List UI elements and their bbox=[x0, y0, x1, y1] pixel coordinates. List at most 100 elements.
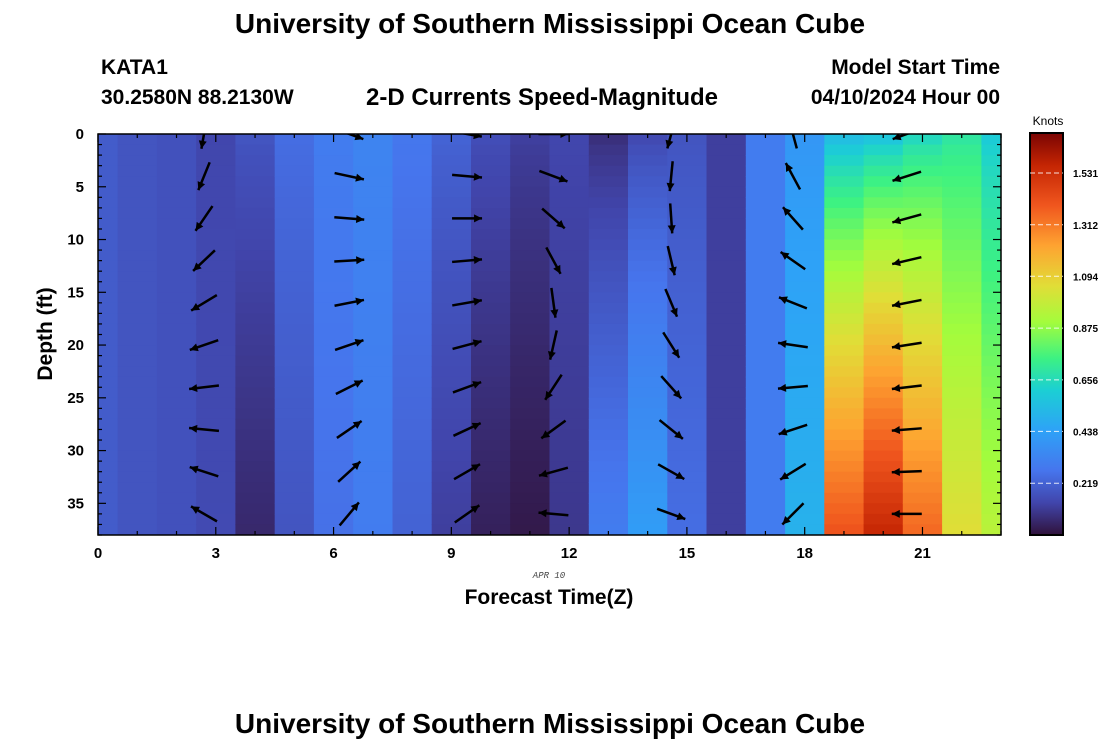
heatmap-cell bbox=[235, 492, 276, 504]
heatmap-cell bbox=[353, 176, 394, 188]
heatmap-cell bbox=[117, 271, 158, 283]
heatmap-cell bbox=[98, 408, 119, 420]
heatmap-cell bbox=[902, 418, 943, 431]
heatmap-cell bbox=[431, 239, 472, 251]
heatmap-cell bbox=[667, 302, 708, 314]
heatmap-cell bbox=[156, 218, 197, 230]
heatmap-cell bbox=[117, 450, 158, 462]
heatmap-cell bbox=[667, 250, 708, 262]
current-vector bbox=[453, 463, 481, 481]
heatmap-cell bbox=[863, 387, 904, 399]
heatmap-cell bbox=[902, 471, 943, 483]
current-vector bbox=[666, 161, 675, 192]
heatmap-cell bbox=[98, 271, 119, 283]
heatmap-cell bbox=[392, 165, 433, 177]
heatmap-cell bbox=[549, 186, 590, 198]
heatmap-cell bbox=[353, 376, 394, 388]
heatmap-cell bbox=[863, 292, 904, 304]
heatmap-cell bbox=[785, 376, 825, 388]
heatmap-cell bbox=[510, 323, 551, 336]
heatmap-cell bbox=[942, 313, 982, 325]
heatmap-cell bbox=[667, 144, 708, 156]
heatmap-cell bbox=[117, 429, 158, 441]
heatmap-cell bbox=[313, 176, 354, 188]
heatmap-cell bbox=[431, 429, 472, 441]
heatmap-cell bbox=[431, 355, 472, 367]
heatmap-cell bbox=[274, 176, 315, 188]
heatmap-cell bbox=[353, 250, 394, 262]
heatmap-cell bbox=[471, 155, 511, 167]
heatmap-cell bbox=[588, 471, 629, 483]
heatmap-cell bbox=[824, 144, 865, 156]
heatmap-cell bbox=[981, 229, 1001, 241]
heatmap-cell bbox=[471, 450, 511, 462]
heatmap-cell bbox=[510, 503, 551, 515]
heatmap-cell bbox=[824, 366, 865, 378]
heatmap-cell bbox=[902, 229, 943, 241]
heatmap-cell bbox=[98, 218, 119, 230]
heatmap-cell bbox=[117, 197, 158, 209]
current-vector bbox=[197, 161, 211, 191]
heatmap-cell bbox=[196, 408, 237, 420]
heatmap-cell bbox=[667, 218, 708, 230]
heatmap-cell bbox=[196, 239, 237, 251]
heatmap-cell bbox=[431, 218, 472, 230]
heatmap-cell bbox=[392, 313, 433, 325]
heatmap-cell bbox=[863, 313, 904, 325]
current-vector bbox=[334, 171, 365, 182]
heatmap-cell bbox=[981, 345, 1001, 357]
heatmap-cell bbox=[942, 155, 982, 167]
heatmap-cell bbox=[431, 482, 472, 494]
heatmap-cell bbox=[353, 513, 394, 526]
heatmap-cell bbox=[431, 471, 472, 483]
heatmap-cell bbox=[981, 482, 1001, 494]
heatmap-cell bbox=[353, 229, 394, 241]
heatmap-cell bbox=[235, 366, 276, 378]
heatmap-cell bbox=[824, 524, 865, 535]
heatmap-cell bbox=[392, 334, 433, 346]
heatmap-cell bbox=[274, 165, 315, 177]
heatmap-cell bbox=[156, 492, 197, 504]
heatmap-cell bbox=[235, 482, 276, 494]
vector-head bbox=[778, 296, 788, 304]
heatmap-cell bbox=[863, 218, 904, 230]
heatmap-cell bbox=[706, 239, 747, 251]
heatmap-cell bbox=[549, 260, 590, 272]
heatmap-cell bbox=[274, 397, 315, 409]
colorbar-tick-label: 0.219 bbox=[1073, 479, 1098, 490]
heatmap-cell bbox=[431, 397, 472, 409]
heatmap-cell bbox=[588, 450, 629, 462]
heatmap-cell bbox=[196, 165, 237, 177]
heatmap-cell bbox=[981, 197, 1001, 209]
heatmap-cell bbox=[156, 376, 197, 388]
heatmap-cell bbox=[510, 513, 551, 526]
heatmap-cell bbox=[863, 155, 904, 167]
heatmap-cell bbox=[549, 165, 590, 177]
heatmap-cell bbox=[235, 260, 276, 272]
heatmap-cell bbox=[471, 271, 511, 283]
heatmap-cell bbox=[942, 524, 982, 535]
heatmap-cell bbox=[196, 471, 237, 483]
current-vector bbox=[334, 214, 365, 223]
heatmap-cell bbox=[549, 323, 590, 336]
y-tick-label: 35 bbox=[67, 495, 84, 512]
heatmap-cell bbox=[667, 450, 708, 462]
heatmap-cell bbox=[706, 492, 747, 504]
heatmap-cell bbox=[353, 260, 394, 272]
heatmap-cell bbox=[274, 260, 315, 272]
station-coordinates: 30.2580N 88.2130W bbox=[101, 86, 294, 109]
heatmap-cell bbox=[549, 461, 590, 473]
heatmap-cell bbox=[863, 334, 904, 346]
heatmap-cell bbox=[353, 345, 394, 357]
heatmap-cell bbox=[863, 197, 904, 209]
axis-ticks bbox=[97, 133, 1002, 536]
heatmap-cell bbox=[667, 155, 708, 167]
heatmap-cell bbox=[392, 376, 433, 388]
heatmap-cell bbox=[942, 366, 982, 378]
heatmap-cell bbox=[313, 250, 354, 262]
heatmap-cell bbox=[98, 387, 119, 399]
heatmap-cell bbox=[549, 408, 590, 420]
heatmap-cell bbox=[98, 471, 119, 483]
heatmap-cell bbox=[196, 144, 237, 156]
heatmap-cell bbox=[588, 165, 629, 177]
